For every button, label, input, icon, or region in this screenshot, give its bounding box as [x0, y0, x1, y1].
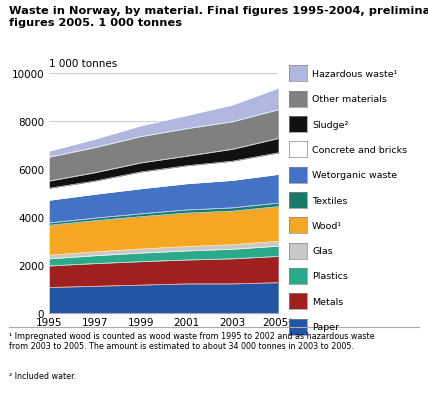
Text: ² Included water.: ² Included water.: [9, 371, 76, 380]
Text: Glas: Glas: [312, 247, 333, 255]
Text: Hazardous waste¹: Hazardous waste¹: [312, 70, 397, 79]
Text: Plastics: Plastics: [312, 272, 348, 281]
Text: Paper: Paper: [312, 322, 339, 331]
Text: ¹ Impregnated wood is counted as wood waste from 1995 to 2002 and as hazardous w: ¹ Impregnated wood is counted as wood wa…: [9, 331, 374, 350]
Text: Wetorganic waste: Wetorganic waste: [312, 171, 397, 180]
Text: Concrete and bricks: Concrete and bricks: [312, 146, 407, 154]
Text: 1 000 tonnes: 1 000 tonnes: [49, 59, 117, 69]
Text: Other materials: Other materials: [312, 95, 387, 104]
Text: Wood¹: Wood¹: [312, 221, 342, 230]
Text: Sludge²: Sludge²: [312, 120, 348, 129]
Text: Waste in Norway, by material. Final figures 1995-2004, preliminary
figures 2005.: Waste in Norway, by material. Final figu…: [9, 6, 428, 28]
Text: Textiles: Textiles: [312, 196, 348, 205]
Text: Metals: Metals: [312, 297, 343, 306]
